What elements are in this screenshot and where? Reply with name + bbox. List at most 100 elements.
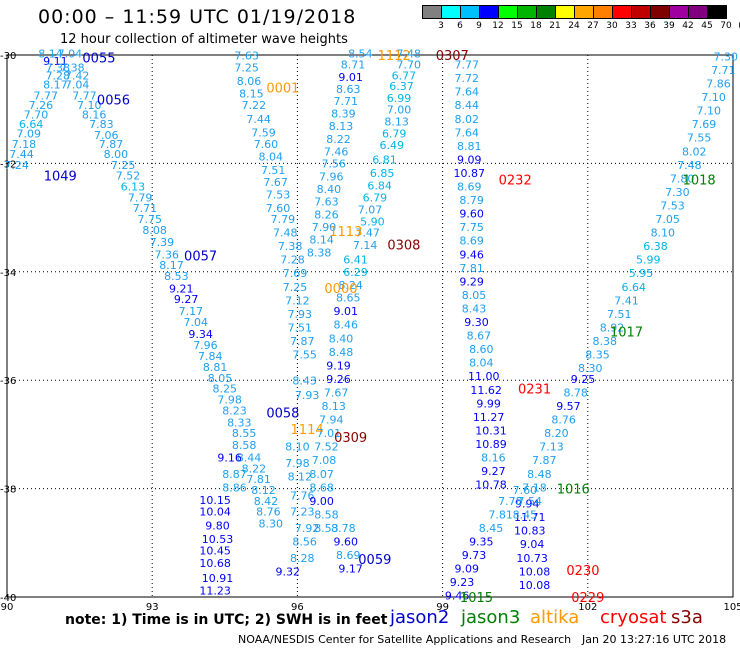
wave-height-value: 7.64	[455, 126, 480, 139]
x-tick-label: 105	[723, 602, 740, 613]
wave-height-value: 8.68	[309, 481, 334, 494]
wave-height-value: 7.56	[321, 158, 346, 171]
wave-height-value: 9.01	[338, 71, 363, 84]
wave-height-value: 7.93	[288, 308, 313, 321]
footer-credit: NOAA/NESDIS Center for Satellite Applica…	[238, 633, 572, 646]
wave-height-value: 7.38	[60, 61, 85, 74]
wave-height-value: 9.46	[459, 248, 484, 261]
wave-height-value: 7.93	[295, 389, 320, 402]
wave-height-value: 11.27	[473, 411, 505, 424]
wave-height-value: 8.60	[469, 343, 494, 356]
wave-height-value: 8.54	[348, 48, 373, 61]
wave-height-value: 8.14	[38, 48, 63, 61]
wave-height-value: 10.87	[453, 167, 485, 180]
wave-height-value: 10.89	[475, 438, 507, 451]
wave-height-value: 8.69	[459, 235, 484, 248]
track-time-label: 0307	[436, 49, 469, 64]
wave-height-value: 10.08	[519, 579, 551, 592]
scale-label: 12	[492, 21, 504, 31]
wave-height-value: 7.44	[9, 148, 34, 161]
wave-height-value: 8.15	[239, 87, 264, 100]
wave-height-value: 8.43	[292, 375, 317, 388]
wave-height-value: 9.94	[515, 498, 540, 511]
legend-cryosat: cryosat	[600, 607, 667, 628]
wave-height-value: 8.40	[317, 183, 342, 196]
scale-label: 36	[644, 21, 656, 31]
scale-label: 21	[549, 21, 561, 31]
wave-height-value: 7.96	[319, 171, 344, 184]
wave-height-value: 8.76	[551, 414, 576, 427]
wave-height-value: 7.70	[24, 108, 49, 121]
wave-height-value: 7.90	[312, 221, 337, 234]
wave-height-value: 9.04	[520, 538, 545, 551]
scale-label: 18	[530, 21, 542, 31]
wave-height-value: 6.29	[343, 266, 368, 279]
wave-height-value: 8.14	[309, 234, 334, 247]
wave-height-value: 7.53	[660, 199, 685, 212]
wave-height-value: 8.16	[82, 108, 107, 121]
wave-height-value: 8.05	[208, 372, 233, 385]
wave-height-value: 8.02	[682, 145, 707, 158]
wave-height-value: 7.30	[713, 50, 738, 63]
legend-jason3: jason3	[461, 607, 521, 628]
wave-height-value: 7.76	[290, 489, 315, 502]
wave-height-value: 7.07	[358, 203, 383, 216]
track-time-label: 0229	[571, 591, 604, 606]
wave-height-value: 9.35	[469, 536, 494, 549]
wave-height-value: 5.90	[360, 216, 385, 229]
wave-height-value: 10.45	[199, 545, 231, 558]
wave-height-value: 7.80	[670, 172, 695, 185]
wave-height-value: 11.71	[514, 511, 546, 524]
wave-height-value: 8.00	[104, 148, 129, 161]
track-time-label: 1018	[683, 174, 716, 189]
wave-height-value: 7.79	[128, 191, 153, 204]
wave-height-value: 8.79	[459, 194, 484, 207]
wave-height-value: 8.08	[142, 224, 167, 237]
wave-height-value: 10.68	[199, 557, 231, 570]
wave-height-value: 7.67	[263, 176, 288, 189]
header-title: 00:00 – 11:59 UTC 01/19/2018	[38, 6, 357, 28]
wave-height-value: 7.18	[12, 138, 37, 151]
wave-height-value: 7.54	[517, 495, 542, 508]
wave-height-value: 7.78	[498, 495, 523, 508]
wave-height-value: 8.53	[164, 270, 189, 283]
wave-height-value: 7.25	[283, 281, 308, 294]
wave-height-value: 7.25	[234, 61, 259, 74]
wave-height-value: 7.53	[266, 189, 291, 202]
wave-height-value: 8.43	[462, 302, 487, 315]
wave-height-value: 7.59	[251, 126, 276, 139]
wave-height-value: 5.95	[629, 267, 654, 280]
wave-height-value: 6.64	[622, 281, 647, 294]
wave-height-value: 8.04	[259, 151, 284, 164]
scale-label: 15	[511, 21, 523, 31]
wave-height-value: 9.01	[334, 305, 359, 318]
scale-label: 45	[701, 21, 713, 31]
x-tick-label: 90	[1, 602, 14, 613]
y-tick-label: -34	[0, 268, 16, 279]
wave-height-value: 9.99	[476, 397, 501, 410]
wave-height-value: 8.46	[334, 319, 359, 332]
wave-height-value: 9.80	[205, 519, 230, 532]
wave-height-value: 7.41	[614, 294, 639, 307]
wave-height-value: 10.73	[516, 552, 548, 565]
wave-height-value: 8.86	[222, 481, 247, 494]
wave-height-value: 7.79	[271, 213, 296, 226]
wave-height-value: 7.69	[692, 118, 717, 131]
wave-height-value: 7.77	[455, 59, 480, 72]
wave-height-value: 8.10	[285, 441, 310, 454]
wave-height-value: 6.38	[643, 240, 668, 253]
wave-height-value: 10.15	[199, 494, 231, 507]
wave-height-value: 8.04	[469, 357, 494, 370]
wave-height-value: 6.79	[363, 191, 388, 204]
wave-height-value: 8.25	[213, 383, 238, 396]
wave-height-value: 11.62	[470, 384, 502, 397]
wave-height-value: 7.17	[179, 305, 204, 318]
y-tick-label: -30	[0, 51, 16, 62]
wave-height-value: 8.42	[254, 495, 279, 508]
wave-height-value: 7.75	[138, 213, 163, 226]
wave-height-value: 7.63	[314, 196, 339, 209]
track-time-label: 0001	[266, 82, 299, 97]
track-time-label: 1015	[460, 591, 493, 606]
wave-height-value: 6.37	[389, 80, 414, 93]
wave-height-value: 8.12	[251, 484, 276, 497]
